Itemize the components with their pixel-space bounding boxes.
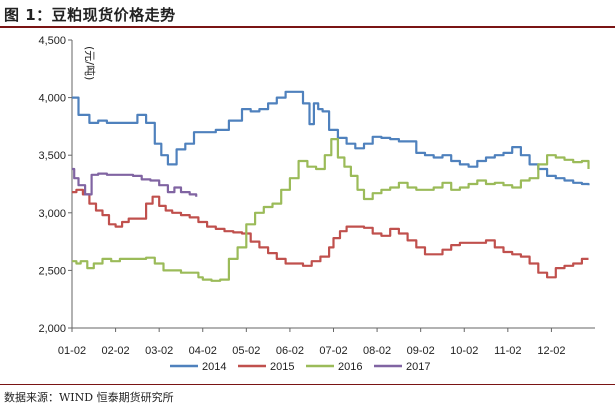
legend-label-2014: 2014 [202, 361, 226, 373]
chart-title: 图 1：豆粕现货价格走势 [4, 6, 176, 24]
x-tick-label: 07-02 [319, 345, 347, 357]
source-note: 数据来源：WIND 恒泰期货研究所 [4, 391, 174, 404]
legend-label-2016: 2016 [338, 361, 362, 373]
x-tick-label: 11-02 [494, 345, 521, 357]
x-axis-ticks: 01-02 02-02 03-02 04-02 05-02 06-02 07-02 08-02… [58, 328, 565, 357]
legend-label-2015: 2015 [270, 361, 294, 373]
source-rule [0, 384, 615, 385]
x-tick-label: 09-02 [407, 345, 435, 357]
price-chart: 2,000 2,500 3,000 3,500 4,000 4,500 01-02 02-0… [38, 35, 595, 373]
axes [71, 40, 595, 329]
y-tick-label: 3,000 [38, 208, 66, 220]
y-tick-label: 3,500 [38, 150, 66, 162]
series-line-2014 [72, 90, 590, 186]
x-tick-label: 03-02 [145, 345, 173, 357]
y-tick-label: 2,000 [38, 323, 66, 335]
legend: 2014 2015 2016 2017 [170, 361, 430, 373]
title-rule [0, 26, 615, 28]
x-tick-label: 06-02 [276, 345, 304, 357]
x-tick-label: 01-02 [58, 345, 86, 357]
y-tick-label: 2,500 [38, 265, 66, 277]
y-axis-unit-label: (元/吨) [83, 46, 96, 80]
y-tick-label: 4,500 [38, 35, 66, 47]
x-tick-label: 02-02 [102, 345, 130, 357]
x-tick-label: 12-02 [537, 345, 565, 357]
y-axis-ticks: 2,000 2,500 3,000 3,500 4,000 4,500 [38, 35, 72, 335]
y-tick-label: 4,000 [38, 93, 66, 105]
series-line-2016 [72, 138, 590, 282]
series-line-2015 [72, 188, 589, 279]
x-tick-label: 10-02 [450, 345, 478, 357]
x-tick-label: 04-02 [189, 345, 217, 357]
x-tick-label: 05-02 [232, 345, 260, 357]
series-line-2017 [72, 167, 198, 197]
series-lines [72, 90, 590, 282]
x-tick-label: 08-02 [363, 345, 391, 357]
legend-label-2017: 2017 [406, 361, 430, 373]
